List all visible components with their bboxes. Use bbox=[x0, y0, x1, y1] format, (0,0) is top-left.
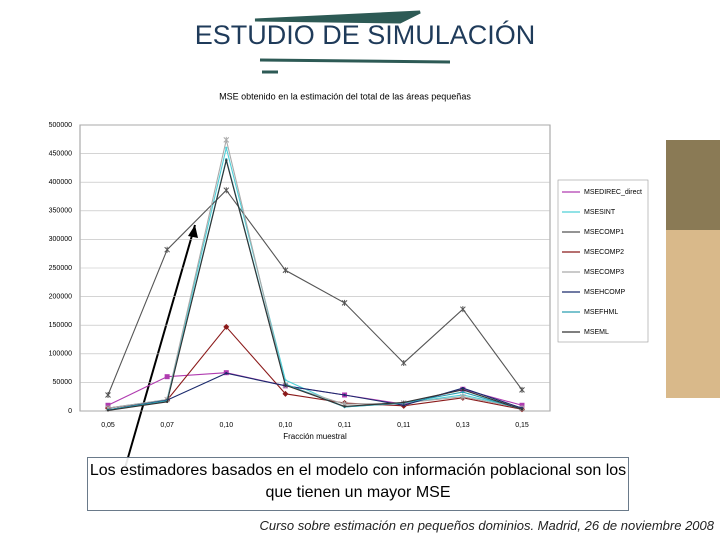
legend-label: MSECOMP3 bbox=[584, 269, 624, 276]
x-tick-label: 0,10 bbox=[219, 422, 233, 429]
y-tick-label: 100000 bbox=[49, 351, 72, 358]
y-tick-label: 450000 bbox=[49, 150, 72, 157]
x-axis-title: Fracción muestral bbox=[283, 432, 347, 441]
point bbox=[225, 372, 228, 375]
x-tick-label: 0,10 bbox=[279, 422, 293, 429]
point bbox=[341, 299, 348, 306]
point bbox=[225, 159, 228, 162]
x-tick-label: 0,13 bbox=[456, 422, 470, 429]
y-tick-label: 200000 bbox=[49, 293, 72, 300]
x-tick-label: 0,07 bbox=[160, 422, 174, 429]
point bbox=[461, 388, 465, 392]
y-tick-label: 0 bbox=[68, 408, 72, 415]
series-line bbox=[107, 160, 523, 411]
point bbox=[460, 393, 466, 400]
legend-label: MSEDIREC_direct bbox=[584, 189, 642, 196]
point bbox=[400, 359, 407, 366]
legend-label: MSEML bbox=[584, 329, 609, 336]
point bbox=[519, 386, 525, 393]
y-tick-label: 500000 bbox=[49, 122, 72, 129]
point bbox=[164, 374, 170, 380]
point bbox=[460, 306, 466, 313]
point bbox=[164, 246, 170, 253]
point bbox=[282, 267, 289, 274]
chart-title: MSE obtenido en la estimación del total … bbox=[219, 91, 471, 101]
point bbox=[402, 401, 405, 404]
y-tick-label: 150000 bbox=[49, 322, 72, 329]
side-image-top bbox=[666, 140, 720, 230]
point bbox=[461, 386, 465, 390]
point bbox=[165, 400, 169, 404]
x-tick-label: 0,05 bbox=[101, 422, 115, 429]
arrow-head bbox=[188, 225, 198, 238]
point bbox=[225, 146, 228, 150]
point bbox=[520, 408, 524, 411]
point bbox=[106, 409, 110, 412]
legend-frame bbox=[557, 179, 649, 343]
x-tick-label: 0,15 bbox=[515, 422, 529, 429]
point bbox=[223, 323, 230, 330]
legend-label: MSEFHML bbox=[584, 309, 618, 316]
arrow bbox=[124, 224, 196, 469]
point bbox=[105, 391, 111, 398]
title-ornament bbox=[254, 10, 451, 74]
point bbox=[284, 384, 287, 387]
legend-label: MSEHCOMP bbox=[584, 289, 626, 296]
x-tick-label: 0,11 bbox=[338, 422, 351, 429]
y-tick-label: 250000 bbox=[49, 265, 72, 272]
series-line bbox=[107, 189, 523, 396]
legend-label: MSECOMP2 bbox=[584, 249, 624, 256]
callout: Los estimadores basados en el modelo con… bbox=[87, 457, 629, 511]
point bbox=[223, 136, 230, 143]
series-line bbox=[107, 326, 523, 410]
y-tick-label: 350000 bbox=[49, 208, 72, 215]
point bbox=[282, 390, 289, 397]
series-line bbox=[107, 372, 523, 411]
x-tick-label: 0,11 bbox=[397, 422, 410, 429]
y-tick-label: 300000 bbox=[49, 236, 72, 243]
series-line bbox=[107, 139, 523, 409]
point bbox=[402, 404, 405, 407]
point bbox=[223, 187, 230, 194]
legend-label: MSESINT bbox=[584, 209, 616, 216]
footer: Curso sobre estimación en pequeños domin… bbox=[259, 518, 714, 533]
point bbox=[461, 390, 465, 394]
y-tick-label: 400000 bbox=[49, 179, 72, 186]
legend-label: MSECOMP1 bbox=[584, 229, 624, 236]
y-tick-label: 50000 bbox=[53, 379, 73, 386]
chart-area bbox=[35, 105, 655, 445]
slide-title: ESTUDIO DE SIMULACIÓN bbox=[194, 20, 536, 50]
point bbox=[343, 405, 346, 408]
point bbox=[343, 393, 346, 397]
